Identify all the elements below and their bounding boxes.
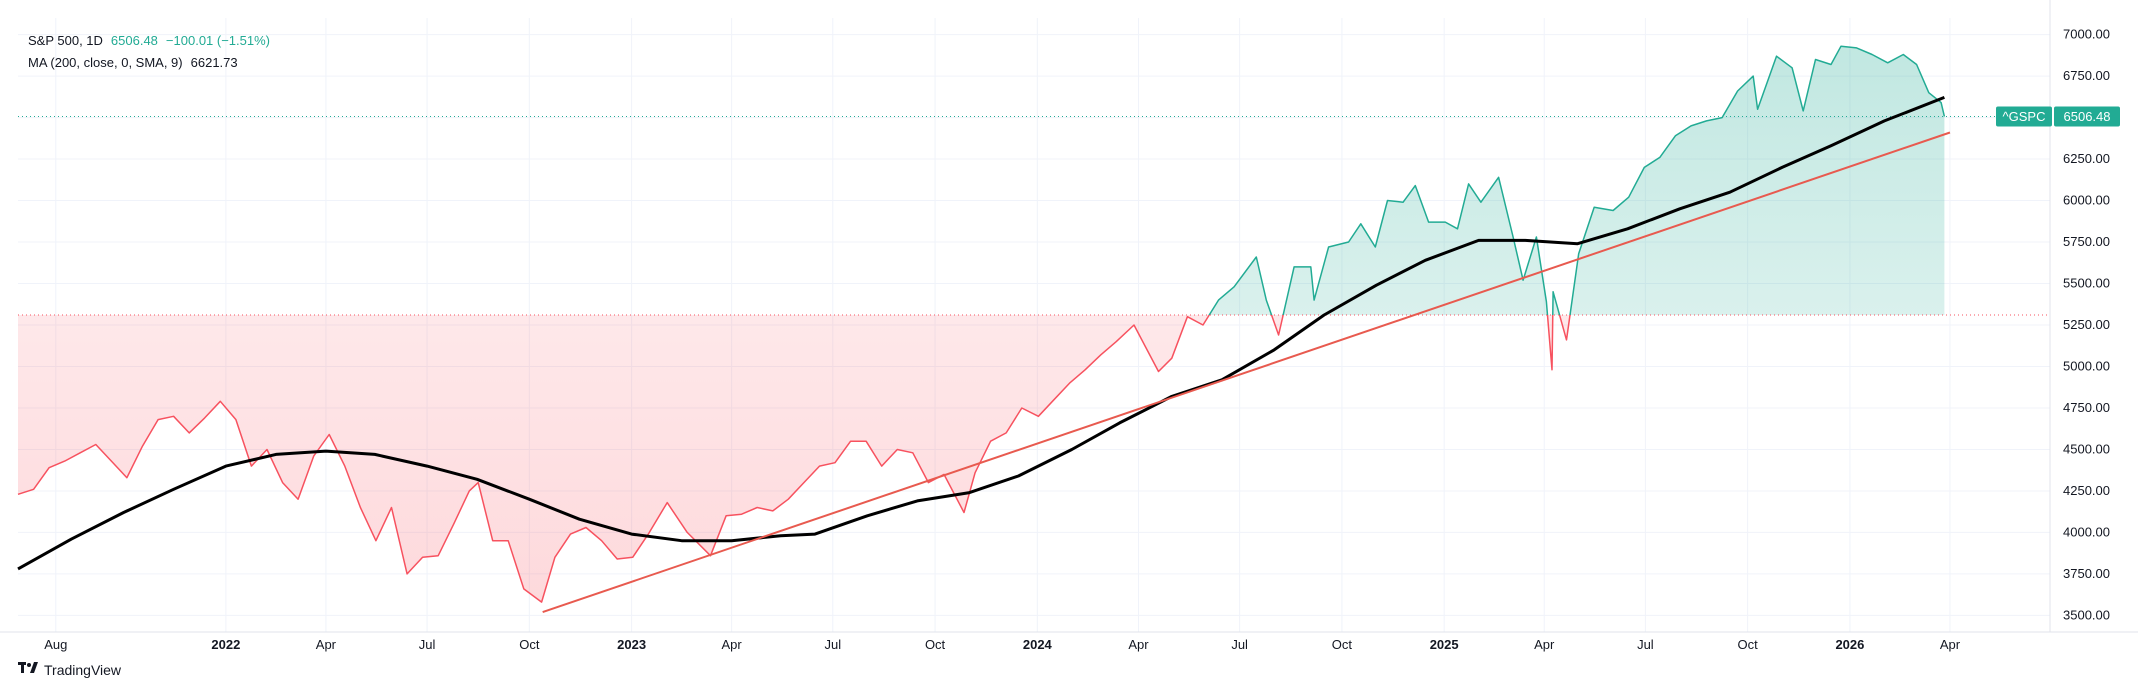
symbol-name: S&P 500, 1D: [28, 33, 103, 48]
y-tick-label: 7000.00: [2063, 27, 2110, 42]
x-tick-label: Aug: [44, 637, 67, 652]
x-tick-label: Oct: [1738, 637, 1759, 652]
y-tick-label: 4750.00: [2063, 400, 2110, 415]
y-tick-label: 4250.00: [2063, 483, 2110, 498]
x-tick-label: 2025: [1430, 637, 1459, 652]
x-tick-label: 2023: [617, 637, 646, 652]
x-tick-label: Jul: [1231, 637, 1248, 652]
tradingview-brand[interactable]: TradingView: [18, 661, 121, 678]
price-change: −100.01 (−1.51%): [165, 33, 270, 48]
x-tick-label: Oct: [925, 637, 946, 652]
chart-legend: S&P 500, 1D 6506.48 −100.01 (−1.51%) MA (2…: [28, 30, 270, 74]
x-tick-label: Jul: [419, 637, 436, 652]
x-tick-label: Jul: [1637, 637, 1654, 652]
x-tick-label: 2026: [1835, 637, 1864, 652]
ma-legend-row[interactable]: MA (200, close, 0, SMA, 9) 6621.73: [28, 52, 270, 74]
price-line-up: [1208, 45, 1946, 316]
ticker-tag: ^GSPC: [2003, 109, 2046, 124]
area-below-baseline: [18, 315, 1571, 603]
y-tick-label: 6750.00: [2063, 68, 2110, 83]
baseline: [18, 115, 2050, 316]
ticker-tag-bg: [1996, 106, 2052, 127]
price-axis[interactable]: 3500.00 3750.00 4000.00 4250.00 4500.00 4750.…: [2063, 27, 2110, 623]
ma-value: 6621.73: [190, 55, 238, 70]
x-tick-label: Apr: [1534, 637, 1555, 652]
last-price-tag: ^GSPC 6506.48: [1996, 106, 2120, 127]
y-tick-label: 5500.00: [2063, 276, 2110, 291]
x-tick-label: 2022: [211, 637, 240, 652]
x-tick-label: Apr: [1128, 637, 1149, 652]
x-tick-label: Apr: [316, 637, 337, 652]
moving-average-line[interactable]: [17, 96, 1945, 571]
x-tick-label: Oct: [519, 637, 540, 652]
x-tick-label: Oct: [1332, 637, 1353, 652]
x-tick-label: Apr: [1940, 637, 1961, 652]
y-tick-label: 5750.00: [2063, 234, 2110, 249]
price-line-down: [17, 315, 1571, 603]
price-tag: 6506.48: [2064, 109, 2111, 124]
x-tick-label: Jul: [824, 637, 841, 652]
x-tick-label: 2024: [1023, 637, 1053, 652]
y-tick-label: 5000.00: [2063, 358, 2110, 373]
symbol-legend-row[interactable]: S&P 500, 1D 6506.48 −100.01 (−1.51%): [28, 30, 270, 52]
time-axis[interactable]: Aug 2022 Apr Jul Oct 2023 Apr Jul Oct 2024 Apr Jul O…: [44, 637, 1961, 652]
trend-line[interactable]: [542, 131, 1951, 614]
brand-name: TradingView: [44, 661, 122, 678]
y-tick-label: 4500.00: [2063, 441, 2110, 456]
y-tick-label: 3500.00: [2063, 607, 2110, 622]
y-tick-label: 3750.00: [2063, 566, 2110, 581]
tradingview-logo-icon: [18, 661, 38, 678]
y-tick-label: 6000.00: [2063, 193, 2110, 208]
ma-label: MA (200, close, 0, SMA, 9): [28, 55, 183, 70]
last-price: 6506.48: [110, 33, 158, 48]
x-tick-label: Apr: [722, 637, 743, 652]
series-lines: [17, 45, 1951, 614]
price-tag-bg: [2054, 106, 2120, 127]
y-tick-label: 6250.00: [2063, 151, 2110, 166]
y-tick-label: 5250.00: [2063, 317, 2110, 332]
y-tick-label: 4000.00: [2063, 524, 2110, 539]
